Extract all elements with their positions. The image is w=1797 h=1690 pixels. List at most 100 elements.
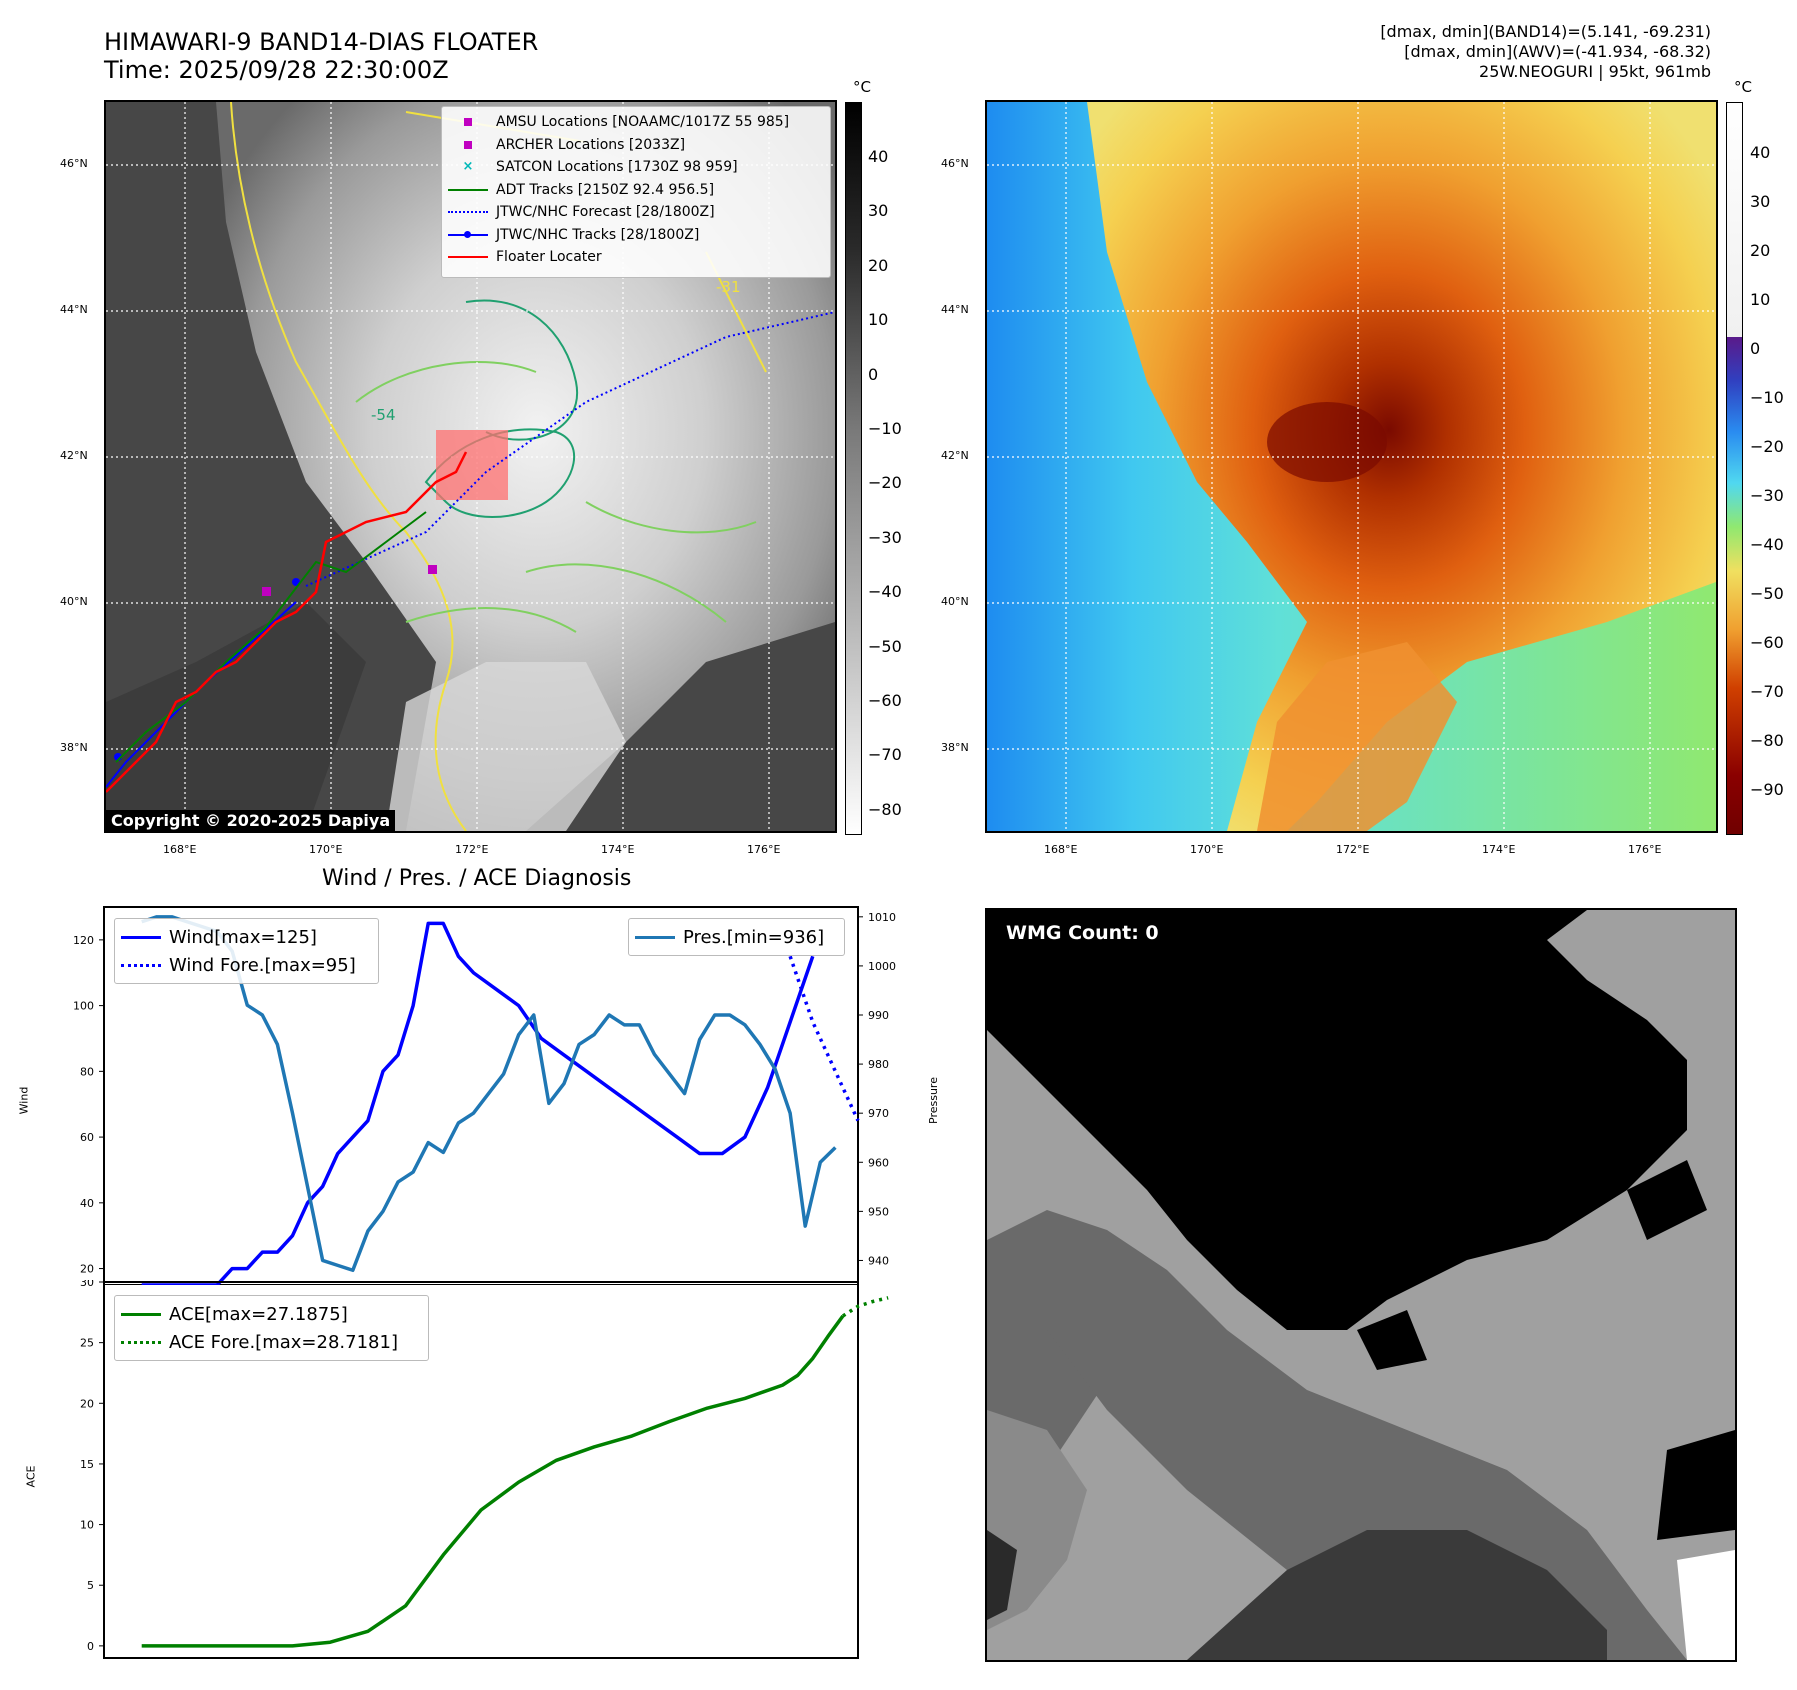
colorbar-tick: −50 <box>1750 584 1784 603</box>
lon-label: 176°E <box>747 843 781 856</box>
lat-label: 46°N <box>941 157 969 170</box>
legend-item-satcon: × SATCON Locations [1730Z 98 959] <box>462 159 738 176</box>
y2-tick-label: 990 <box>868 1009 889 1022</box>
wmg-count: WMG Count: 0 <box>999 920 1166 946</box>
y-tick-label: 100 <box>73 1000 94 1013</box>
y-tick-label: 5 <box>87 1579 94 1592</box>
colorbar-tick: 40 <box>868 147 889 166</box>
lat-label: 42°N <box>941 449 969 462</box>
series-line-0 <box>141 921 815 1285</box>
lon-label: 172°E <box>455 843 489 856</box>
y2-tick-label: 1000 <box>868 960 896 973</box>
legend-item-archer: ARCHER Locations [2033Z] <box>448 134 824 157</box>
band14-map-panel: -31 -54 AMSU Locations [NOAAMC/1017Z 55 … <box>104 100 837 833</box>
wind-legend: Wind[max=125] Wind Fore.[max=95] <box>114 918 379 984</box>
lon-label: 168°E <box>1044 843 1078 856</box>
series-line-1 <box>788 955 860 1122</box>
enhanced-map <box>987 102 1716 831</box>
y2-tick-label: 980 <box>868 1058 889 1071</box>
legend-item-pressure: Pres.[min=936] <box>635 923 838 951</box>
colorbar-tick: −80 <box>868 800 902 819</box>
legend-item-ace-forecast: ACE Fore.[max=28.7181] <box>121 1328 422 1356</box>
colorbar-unit: °C <box>1734 78 1752 96</box>
plot-frame <box>103 1281 859 1659</box>
colorbar-tick: −50 <box>868 637 902 656</box>
y2-tick-label: 940 <box>868 1254 889 1267</box>
legend-item-forecast: JTWC/NHC Forecast [28/1800Z] <box>448 201 824 224</box>
copyright-label: Copyright © 2020-2025 Dapiya <box>106 810 396 831</box>
legend-item-wind-forecast: Wind Fore.[max=95] <box>121 951 372 979</box>
lat-label: 44°N <box>60 303 88 316</box>
series-line-0 <box>141 1314 845 1648</box>
lon-label: 172°E <box>1336 843 1370 856</box>
info-storm: 25W.NEOGURI | 95kt, 961mb <box>1479 62 1711 81</box>
colorbar-tick: −90 <box>1750 780 1784 799</box>
lat-label: 40°N <box>941 595 969 608</box>
y2-tick-label: 960 <box>868 1156 889 1169</box>
y-tick-label: 15 <box>80 1458 94 1471</box>
lon-label: 174°E <box>601 843 635 856</box>
colorbar-tick: −10 <box>1750 388 1784 407</box>
y-tick-label: 40 <box>80 1197 94 1210</box>
lat-label: 38°N <box>60 741 88 754</box>
series-line-1 <box>841 1296 889 1318</box>
pressure-legend: Pres.[min=936] <box>628 918 845 956</box>
lon-label: 176°E <box>1628 843 1662 856</box>
lat-label: 42°N <box>60 449 88 462</box>
enhanced-colorbar <box>1726 102 1743 835</box>
info-awv: [dmax, dmin](AWV)=(-41.934, -68.32) <box>1404 42 1711 61</box>
y-tick-label: 60 <box>80 1131 94 1144</box>
y-tick-label: 20 <box>80 1397 94 1410</box>
colorbar-tick: −30 <box>868 528 902 547</box>
legend-item-wind: Wind[max=125] <box>121 923 372 951</box>
grayscale-colorbar <box>845 102 862 835</box>
colorbar-tick: 20 <box>868 256 889 275</box>
plot-frame <box>103 906 859 1285</box>
lon-label: 170°E <box>309 843 343 856</box>
y-tick-label: 80 <box>80 1065 94 1078</box>
ace-legend: ACE[max=27.1875] ACE Fore.[max=28.7181] <box>114 1295 429 1361</box>
legend-item-floater: Floater Locater <box>448 246 824 269</box>
y2-tick-label: 1010 <box>868 911 896 924</box>
colorbar-tick: −20 <box>868 473 902 492</box>
y-tick-label: 10 <box>80 1519 94 1532</box>
colorbar-tick: 30 <box>1750 192 1771 211</box>
colorbar-tick: 10 <box>868 310 889 329</box>
colorbar-tick: 30 <box>868 201 889 220</box>
colorbar-tick: −20 <box>1750 437 1784 456</box>
enhanced-map-panel <box>985 100 1718 833</box>
colorbar-tick: 0 <box>868 365 879 384</box>
ace-chart: 0 5 10 15 20 25 30 <box>80 1280 889 1659</box>
ace-axis-label: ACE <box>24 1465 38 1488</box>
colorbar-tick: −80 <box>1750 731 1784 750</box>
lat-label: 38°N <box>941 741 969 754</box>
colorbar-tick: −40 <box>868 582 902 601</box>
map-legend: AMSU Locations [NOAAMC/1017Z 55 985] ARC… <box>441 106 831 278</box>
lat-label: 40°N <box>60 595 88 608</box>
legend-item-tracks: JTWC/NHC Tracks [28/1800Z] <box>448 224 824 247</box>
contour-label: -54 <box>371 406 396 424</box>
lat-label: 44°N <box>941 303 969 316</box>
colorbar-tick: −70 <box>868 745 902 764</box>
colorbar-tick: −60 <box>868 691 902 710</box>
contour-label: -31 <box>716 278 741 296</box>
colorbar-tick: −70 <box>1750 682 1784 701</box>
lon-label: 170°E <box>1190 843 1224 856</box>
colorbar-tick: 40 <box>1750 143 1771 162</box>
series-line-2 <box>141 915 837 1273</box>
colorbar-tick: −30 <box>1750 486 1784 505</box>
colorbar-tick: 10 <box>1750 290 1771 309</box>
diagnosis-title: Wind / Pres. / ACE Diagnosis <box>322 866 632 891</box>
colorbar-unit: °C <box>853 78 871 96</box>
lat-label: 46°N <box>60 157 88 170</box>
y2-tick-label: 950 <box>868 1205 889 1218</box>
legend-item-adt: ADT Tracks [2150Z 92.4 956.5] <box>448 179 824 202</box>
wind-axis-label: Wind <box>17 1086 31 1115</box>
info-band14: [dmax, dmin](BAND14)=(5.141, -69.231) <box>1380 22 1711 41</box>
chart-title: HIMAWARI-9 BAND14-DIAS FLOATER <box>104 28 539 56</box>
y-tick-label: 20 <box>80 1263 94 1276</box>
y-tick-label: 25 <box>80 1337 94 1350</box>
y-tick-label: 30 <box>80 1280 94 1289</box>
colorbar-tick: −60 <box>1750 633 1784 652</box>
wmg-panel: WMG Count: 0 <box>985 908 1737 1662</box>
